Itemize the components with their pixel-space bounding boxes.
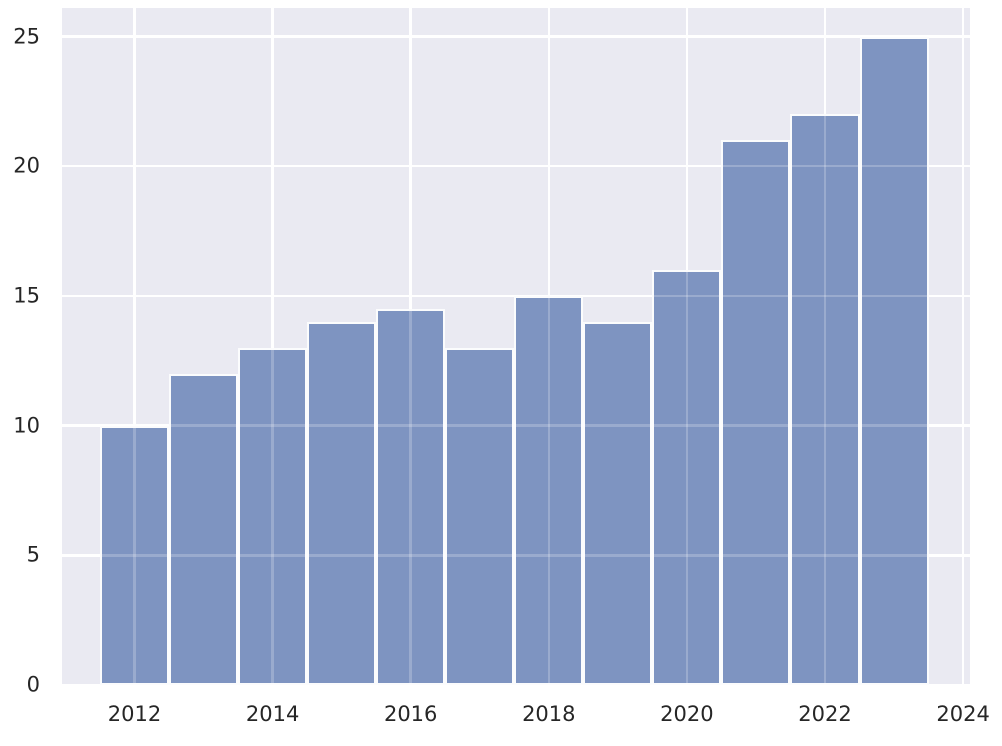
x-tick-label-2022: 2022 bbox=[798, 702, 852, 726]
y-tick-label-20: 20 bbox=[13, 153, 40, 178]
bar-2018 bbox=[514, 295, 584, 685]
y-tick-label-0: 0 bbox=[26, 672, 40, 697]
x-tick-label-2020: 2020 bbox=[660, 702, 714, 726]
bar-2020 bbox=[652, 269, 722, 685]
bar-2021 bbox=[721, 140, 791, 685]
gridline-overlay-y-10 bbox=[62, 424, 970, 427]
gridline-overlay-x-2012 bbox=[133, 8, 136, 685]
bar-2019 bbox=[583, 321, 653, 685]
bar-2017 bbox=[445, 347, 515, 685]
bar-2014 bbox=[238, 347, 308, 685]
gridline-y-25 bbox=[62, 35, 970, 38]
bar-2013 bbox=[169, 373, 239, 685]
x-tick-label-2016: 2016 bbox=[383, 702, 438, 726]
gridline-overlay-y-15 bbox=[62, 294, 970, 298]
x-tick-label-2024: 2024 bbox=[936, 702, 990, 726]
x-tick-label-2012: 2012 bbox=[107, 702, 162, 726]
gridline-x-2024 bbox=[961, 8, 965, 685]
bar-2016 bbox=[376, 308, 446, 685]
x-tick-label-2014: 2014 bbox=[245, 702, 300, 726]
y-tick-label-25: 25 bbox=[13, 23, 40, 48]
gridline-x-2012 bbox=[133, 8, 136, 685]
bars-layer bbox=[62, 8, 970, 685]
gridline-overlay-x-2024 bbox=[961, 8, 965, 685]
y-tick-label-15: 15 bbox=[13, 283, 40, 308]
x-tick-label-2018: 2018 bbox=[522, 702, 576, 726]
bar-2022 bbox=[790, 114, 860, 685]
plot-area bbox=[62, 8, 970, 685]
gridline-overlay-x-2018 bbox=[547, 8, 551, 685]
gridline-overlay-x-2022 bbox=[823, 8, 827, 685]
gridline-overlay-y-20 bbox=[62, 164, 970, 168]
bar-2023 bbox=[859, 36, 929, 685]
y-tick-label-5: 5 bbox=[26, 542, 40, 567]
gridline-overlay-x-2014 bbox=[271, 8, 274, 685]
y-tick-label-10: 10 bbox=[13, 413, 40, 438]
bar-2015 bbox=[307, 321, 377, 685]
gridline-overlay-x-2020 bbox=[685, 8, 689, 685]
gridline-overlay-x-2016 bbox=[409, 8, 412, 685]
gridline-x-2014 bbox=[271, 8, 274, 685]
gridline-overlay-y-5 bbox=[62, 554, 970, 557]
gridline-overlay-y-25 bbox=[62, 35, 970, 38]
bar-2012 bbox=[99, 425, 170, 685]
gridline-overlay-y-0 bbox=[62, 683, 970, 685]
gridline-y-20 bbox=[62, 164, 970, 168]
gridlines-overlay-layer bbox=[62, 8, 970, 685]
